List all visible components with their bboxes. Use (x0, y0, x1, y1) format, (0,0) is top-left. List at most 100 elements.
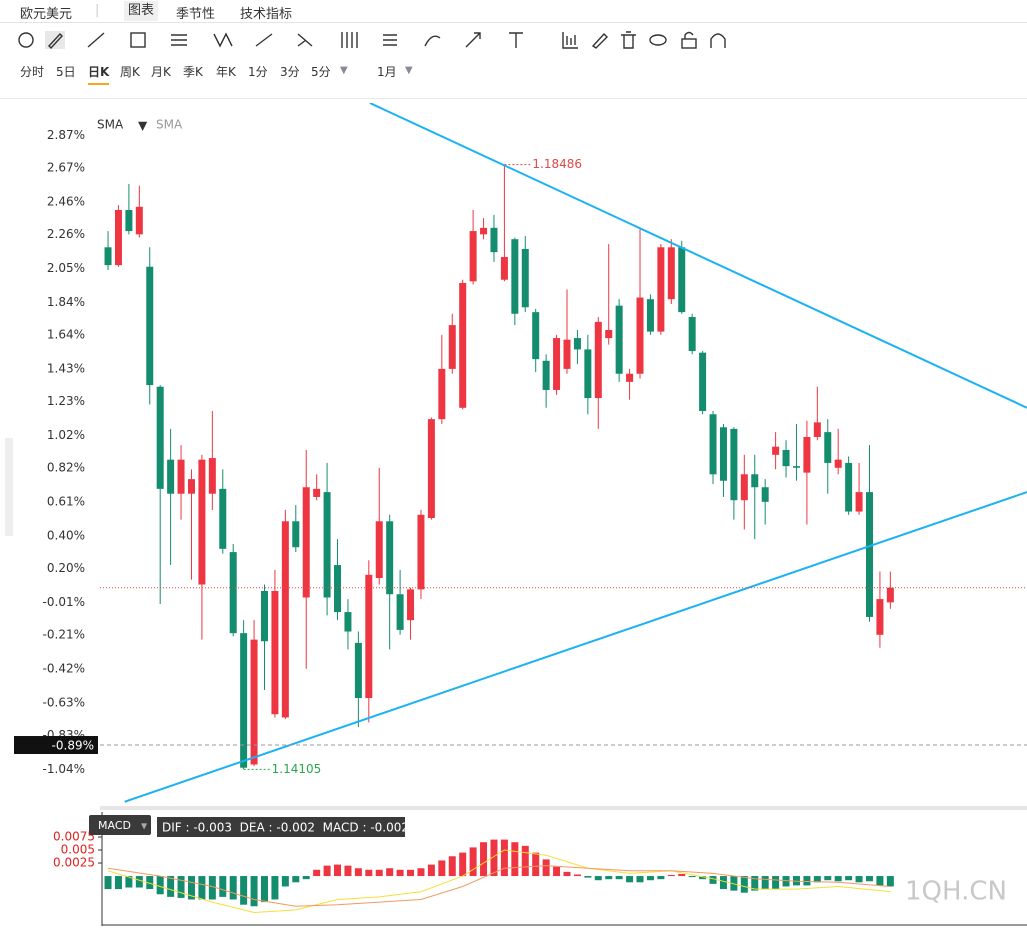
tool-icon[interactable] (562, 32, 578, 49)
tool-icon[interactable] (684, 31, 694, 40)
dropdown-arrow[interactable]: ▼ (340, 65, 348, 76)
macd-bar (302, 876, 310, 880)
macd-bar (573, 874, 581, 877)
readout: DIF : -0.003 DEA : -0.002 MACD : -0.002 (162, 821, 409, 835)
candle-body (250, 639, 258, 765)
tool-icon[interactable] (710, 33, 726, 48)
candle-body (813, 422, 821, 437)
macd-bar (250, 876, 258, 907)
macd-bar (114, 876, 122, 890)
tool-icon[interactable] (171, 34, 187, 46)
tab[interactable]: 技术指标 (240, 7, 293, 22)
candle-body (386, 521, 394, 595)
candle-body (219, 488, 227, 549)
period[interactable]: 日K (88, 63, 110, 85)
period[interactable]: 5分 (311, 65, 331, 79)
period[interactable]: 年K (216, 65, 236, 79)
tool-icon[interactable] (465, 32, 481, 48)
period[interactable]: 1分 (248, 65, 268, 79)
candle-body (688, 317, 696, 352)
macd-bar (646, 876, 654, 881)
tool-icon[interactable] (87, 32, 105, 48)
tool-icon[interactable] (297, 33, 313, 47)
macd-bar (240, 876, 248, 905)
candle-body (865, 492, 873, 617)
symbol[interactable]: 欧元美元 (20, 7, 73, 22)
tool-icon[interactable] (341, 32, 358, 48)
macd-bar (125, 876, 133, 888)
period[interactable]: 分时 (20, 65, 45, 79)
macd-bar (792, 876, 800, 886)
interval[interactable]: 1月 (377, 65, 397, 79)
tool-icon[interactable] (255, 33, 273, 47)
macd-bar (636, 876, 644, 883)
y-tick-label: 0.0075 (53, 829, 95, 843)
candle-body (240, 633, 248, 768)
y-tick-label: -0.21% (43, 627, 85, 641)
toolbar (18, 31, 726, 50)
tool-icon[interactable] (383, 34, 397, 46)
tool-icon[interactable] (591, 32, 608, 49)
candle-body (177, 459, 185, 494)
y-tick-label: 2.46% (47, 194, 85, 208)
trend-line (124, 491, 1027, 803)
macd-bar (657, 876, 665, 880)
macd-bar (699, 876, 707, 880)
tool-icon[interactable] (621, 31, 636, 49)
period[interactable]: 5日 (56, 65, 76, 79)
macd-bar (334, 864, 342, 877)
period[interactable]: 周K (120, 65, 140, 79)
macd-bar (187, 876, 195, 900)
candle-body (719, 427, 727, 481)
macd-bar (417, 868, 425, 877)
macd-bar (271, 876, 279, 900)
candle-body (803, 436, 811, 473)
macd-bar (532, 852, 540, 877)
candle-body (709, 414, 717, 475)
macd-bar (855, 876, 863, 883)
tool-icon[interactable] (130, 32, 146, 48)
period[interactable]: 月K (151, 65, 171, 79)
candle-body (323, 492, 331, 598)
candle-body (845, 462, 853, 512)
side-handle[interactable] (5, 438, 13, 536)
macd-bar (407, 869, 415, 877)
crosshair-box (14, 736, 98, 755)
macd-bar (803, 876, 811, 886)
y-tick-label: -0.42% (43, 661, 85, 675)
candle-body (281, 521, 289, 718)
tool-icon[interactable] (424, 35, 441, 47)
macd-bar (167, 876, 175, 897)
candle-body (730, 428, 738, 501)
macd-bar (845, 876, 853, 881)
candle-body (490, 227, 498, 253)
y-tick-label: 0.61% (47, 494, 85, 508)
tool-icon[interactable] (18, 32, 34, 48)
candle-body (375, 521, 383, 579)
macd-bar (709, 876, 717, 884)
macd-bar (865, 876, 873, 882)
period[interactable]: 季K (183, 65, 203, 79)
tool-icon[interactable] (509, 32, 523, 48)
dropdown-arrow[interactable]: ▼ (405, 65, 413, 76)
macd-bar (605, 876, 613, 880)
macd-bar (292, 876, 300, 883)
candle-body (678, 247, 686, 313)
candle-body (146, 266, 154, 386)
tab[interactable]: 季节性 (176, 7, 216, 22)
candle-body (125, 210, 133, 232)
tool-icon[interactable] (213, 32, 233, 48)
macd-bar (448, 856, 456, 877)
macd-bar (740, 876, 748, 893)
tool-icon[interactable] (48, 32, 63, 50)
candle-body (229, 552, 237, 634)
candle-body (135, 206, 143, 235)
tool-icon[interactable] (649, 34, 667, 46)
candle-body (646, 299, 654, 332)
period[interactable]: 3分 (280, 65, 300, 79)
candle-body (208, 458, 216, 494)
tab[interactable]: 图表 (124, 1, 159, 21)
candle-body (469, 231, 477, 282)
tool-icon[interactable] (681, 38, 697, 49)
candle-body (459, 282, 467, 408)
